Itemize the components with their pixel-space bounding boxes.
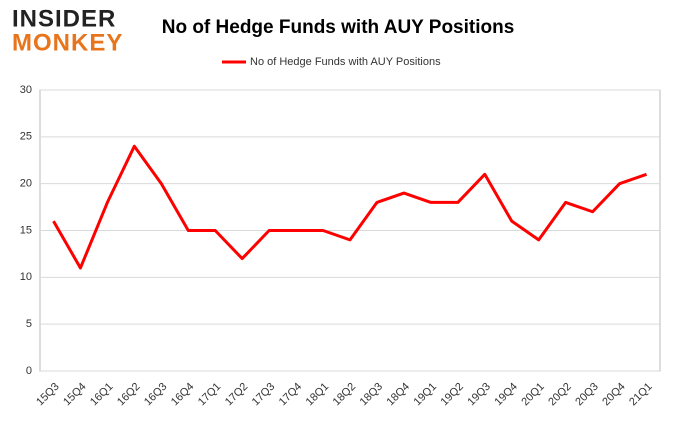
x-tick-label: 18Q3: [358, 381, 386, 409]
x-tick-label: 18Q4: [385, 381, 413, 409]
x-tick-label: 15Q3: [34, 381, 62, 409]
x-tick-label: 20Q4: [600, 381, 628, 409]
legend-label: No of Hedge Funds with AUY Positions: [250, 56, 441, 68]
x-tick-label: 18Q1: [304, 381, 332, 409]
x-tick-label: 16Q4: [169, 381, 197, 409]
y-tick-label: 5: [26, 318, 32, 330]
x-tick-label: 17Q1: [196, 381, 224, 409]
y-tick-label: 20: [20, 178, 32, 190]
x-tick-label: 21Q1: [627, 381, 655, 409]
x-tick-label: 17Q4: [277, 381, 305, 409]
x-tick-label: 16Q2: [115, 381, 143, 409]
y-tick-label: 30: [20, 84, 32, 96]
x-tick-label: 20Q2: [546, 381, 574, 409]
y-tick-label: 15: [20, 224, 32, 236]
x-tick-label: 17Q2: [223, 381, 251, 409]
x-tick-label: 17Q3: [250, 381, 278, 409]
y-tick-label: 0: [26, 365, 32, 377]
x-tick-label: 19Q4: [492, 381, 520, 409]
logo-line1: INSIDER: [12, 5, 116, 32]
x-tick-label: 15Q4: [61, 381, 89, 409]
x-tick-label: 20Q1: [519, 381, 547, 409]
y-tick-label: 25: [20, 131, 32, 143]
y-tick-label: 10: [20, 271, 32, 283]
data-line: [52, 144, 648, 270]
x-tick-label: 19Q2: [438, 381, 466, 409]
chart-title: No of Hedge Funds with AUY Positions: [162, 17, 515, 38]
x-tick-label: 19Q1: [412, 381, 440, 409]
x-tick-label: 20Q3: [573, 381, 601, 409]
x-tick-label: 16Q3: [142, 381, 170, 409]
logo-line2: MONKEY: [12, 29, 123, 56]
x-tick-label: 16Q1: [88, 381, 116, 409]
x-tick-label: 18Q2: [331, 381, 359, 409]
x-tick-label: 19Q3: [465, 381, 493, 409]
